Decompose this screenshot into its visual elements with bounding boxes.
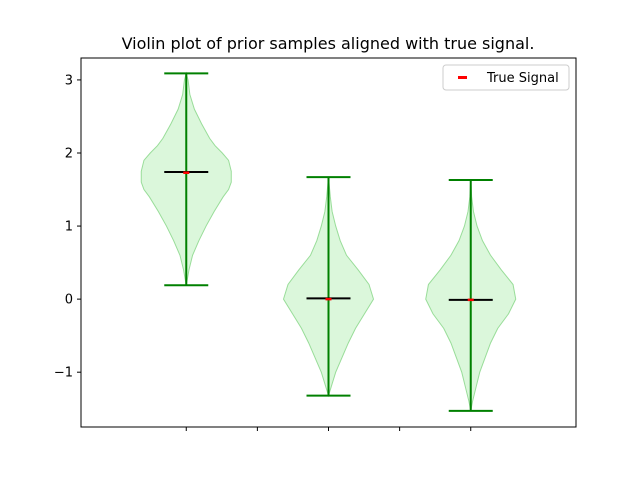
y-tick-label-2: 0: [65, 293, 73, 308]
legend-true-signal-label: True Signal: [486, 71, 559, 86]
legend-box: [442, 64, 570, 91]
y-tick-label-5: 3: [65, 73, 73, 88]
true-signal-layer: [183, 171, 474, 302]
violins-layer: [140, 71, 517, 412]
chart-title: Violin plot of prior samples aligned wit…: [122, 34, 535, 53]
x-axis: [185, 427, 472, 431]
y-tick-label-3: 1: [65, 220, 73, 235]
y-axis: −1 0 1 2 3: [54, 73, 81, 381]
legend: True Signal: [442, 64, 570, 91]
y-tick-label-4: 2: [65, 146, 73, 161]
y-tick-label-1: −1: [54, 366, 73, 381]
